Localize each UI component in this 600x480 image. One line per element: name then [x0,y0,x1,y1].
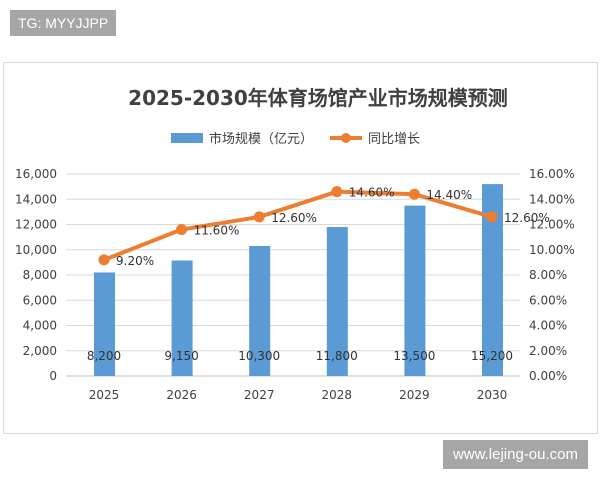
right-tick-label: 0.00% [529,369,567,383]
growth-point [331,186,343,198]
x-tick-label: 2026 [166,388,197,402]
growth-line [103,189,493,262]
right-tick-label: 4.00% [529,319,567,333]
growth-value-label: 12.60% [271,211,317,225]
left-tick-label: 0 [49,369,57,383]
left-tick-label: 16,000 [15,167,57,181]
bar [482,184,503,376]
left-tick-label: 4,000 [23,319,57,333]
growth-value-label: 14.40% [426,188,472,202]
left-tick-label: 12,000 [15,218,57,232]
bar [326,227,348,376]
growth-value-label: 12.60% [504,211,550,225]
tag-label: TG: MYYJJPP [10,10,117,36]
growth-point [176,224,188,236]
chart-title: 2025-2030年体育场馆产业市场规模预测 [128,86,508,110]
right-tick-label: 6.00% [529,293,567,307]
growth-value-label: 14.60% [349,186,395,200]
bar-value-label: 11,800 [316,349,358,363]
right-tick-label: 12.00% [529,218,575,232]
bar-value-label: 10,300 [238,349,280,363]
right-tick-label: 14.00% [529,192,575,206]
bar [249,245,271,376]
growth-point [253,211,265,223]
left-tick-label: 2,000 [23,344,57,358]
x-tick-label: 2030 [477,388,508,402]
site-watermark: www.lejing-ou.com [442,440,588,469]
x-tick-label: 2028 [322,388,353,402]
x-tick-label: 2025 [89,388,120,402]
growth-point [486,211,498,223]
left-tick-label: 10,000 [15,243,57,257]
growth-point [98,254,110,266]
left-tick-label: 6,000 [23,293,57,307]
growth-point [408,188,420,200]
bar-value-label: 8,200 [87,349,121,363]
left-tick-label: 8,000 [23,268,57,282]
legend-line-label: 同比增长 [368,132,420,147]
legend-bar-label: 市场规模（亿元） [209,131,313,147]
left-tick-label: 14,000 [15,192,57,206]
bar [94,272,115,376]
x-tick-label: 2029 [399,388,430,402]
x-tick-label: 2027 [244,388,275,402]
right-tick-label: 16.00% [529,167,575,181]
bar [171,260,193,376]
legend-line-marker [341,133,351,143]
legend-bar-swatch [171,133,203,143]
bar [404,205,426,376]
growth-value-label: 11.60% [194,224,240,238]
growth-value-label: 9.20% [116,254,154,268]
right-tick-label: 10.00% [529,243,575,257]
bar-value-label: 9,150 [164,349,198,363]
right-tick-label: 2.00% [529,344,567,358]
bar-value-label: 15,200 [471,349,513,363]
legend: 市场规模（亿元） 同比增长 [171,131,420,147]
bar-value-label: 13,500 [393,349,435,363]
chart-frame [3,62,598,434]
right-tick-label: 8.00% [529,268,567,282]
